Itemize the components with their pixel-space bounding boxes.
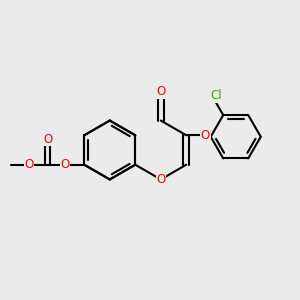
Text: O: O (156, 173, 165, 186)
Text: O: O (61, 158, 70, 171)
Text: Cl: Cl (211, 89, 222, 102)
Text: O: O (156, 85, 165, 98)
Text: O: O (44, 133, 53, 146)
Text: O: O (201, 129, 210, 142)
Text: O: O (25, 158, 34, 171)
